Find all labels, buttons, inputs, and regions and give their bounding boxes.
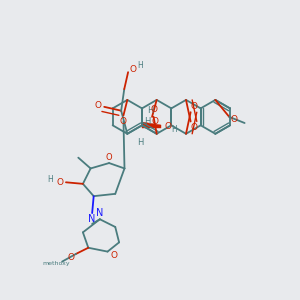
Text: O: O bbox=[56, 178, 63, 187]
Text: O: O bbox=[120, 117, 127, 126]
Text: O: O bbox=[165, 122, 172, 131]
Text: O: O bbox=[106, 153, 112, 162]
Text: H: H bbox=[137, 138, 144, 147]
Text: N: N bbox=[88, 214, 96, 224]
Text: O: O bbox=[110, 251, 117, 260]
Text: H: H bbox=[144, 117, 151, 126]
Text: H: H bbox=[147, 106, 154, 115]
Text: O: O bbox=[150, 105, 157, 114]
Polygon shape bbox=[142, 122, 161, 128]
Text: O: O bbox=[190, 102, 197, 111]
Text: O: O bbox=[152, 117, 159, 126]
Text: methoxy: methoxy bbox=[42, 261, 70, 266]
Text: H: H bbox=[172, 125, 177, 134]
Text: H: H bbox=[48, 176, 53, 184]
Text: O: O bbox=[130, 64, 137, 74]
Text: O: O bbox=[230, 116, 237, 124]
Text: O: O bbox=[68, 253, 75, 262]
Text: N: N bbox=[96, 208, 103, 218]
Text: O: O bbox=[94, 101, 102, 110]
Text: H: H bbox=[137, 61, 143, 70]
Text: O: O bbox=[190, 123, 197, 132]
